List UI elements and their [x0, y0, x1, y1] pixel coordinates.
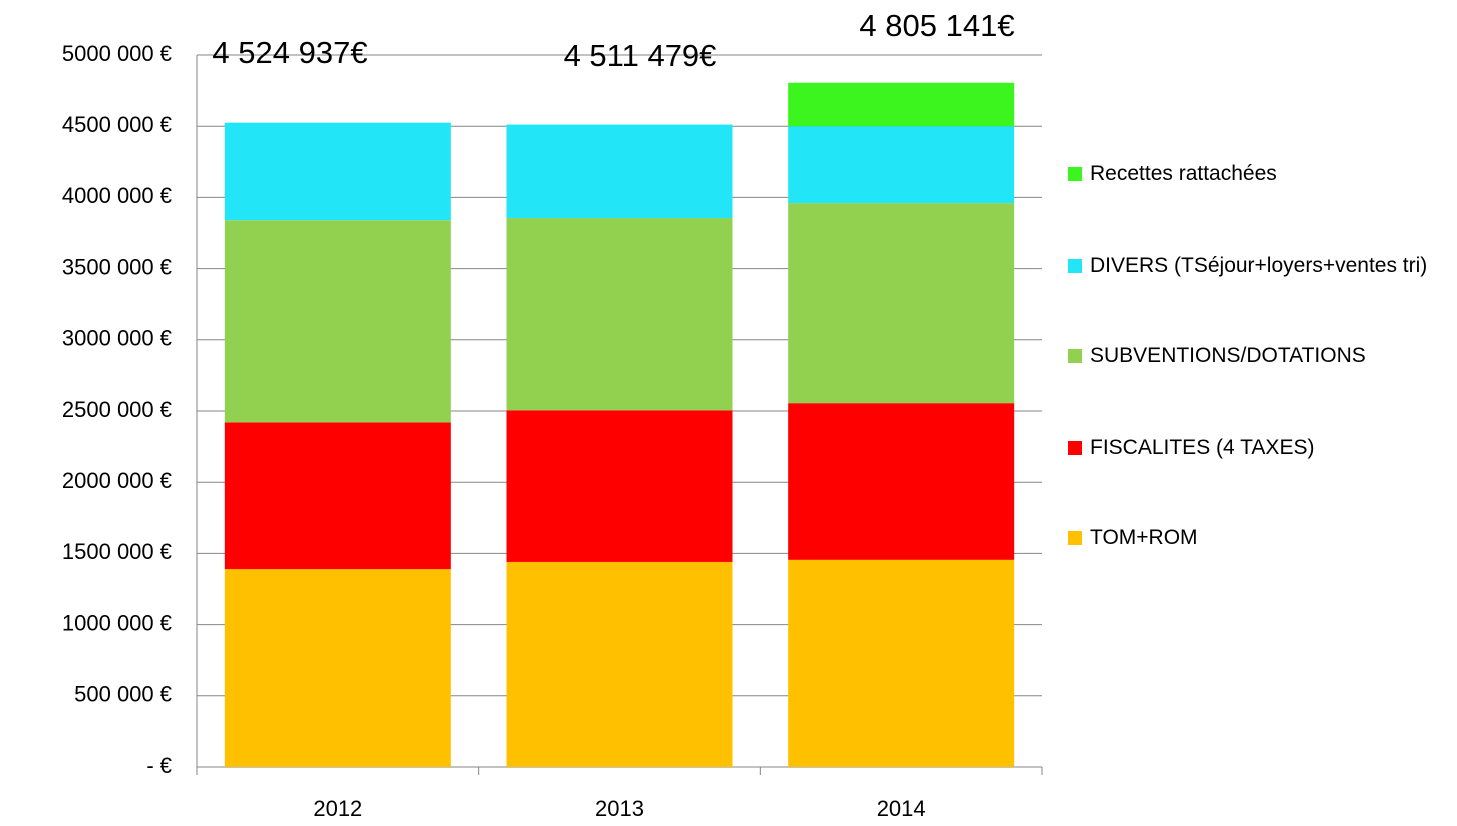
y-tick-label: 500 000 € — [74, 682, 172, 707]
y-tick-label: 1000 000 € — [62, 610, 172, 635]
total-label: 4 511 479€ — [564, 38, 717, 73]
bar-segment — [224, 569, 451, 767]
y-tick-label: 2000 000 € — [62, 468, 172, 493]
bar-segment — [224, 220, 451, 423]
bar-segment — [788, 82, 1015, 127]
legend-swatch — [1068, 441, 1082, 455]
legend-label: DIVERS (TSéjour+loyers+ventes tri) — [1090, 254, 1428, 277]
y-tick-label: 3500 000 € — [62, 254, 172, 279]
legend-item: Recettes rattachées — [1068, 155, 1438, 192]
legend-swatch — [1068, 531, 1082, 545]
bar-segment — [788, 126, 1015, 204]
bar-segment — [224, 422, 451, 570]
legend-swatch — [1068, 167, 1082, 181]
x-tick-label: 2013 — [595, 796, 644, 821]
y-tick-label: 1500 000 € — [62, 539, 172, 564]
legend-swatch — [1068, 349, 1082, 363]
bar-segment — [506, 124, 733, 219]
total-label: 4 805 141€ — [859, 8, 1014, 43]
legend-item: SUBVENTIONS/DOTATIONS — [1068, 337, 1438, 374]
legend-item: TOM+ROM — [1068, 519, 1438, 556]
legend-label: TOM+ROM — [1090, 526, 1198, 549]
bar-segment — [788, 403, 1015, 560]
y-tick-label: 2500 000 € — [62, 397, 172, 422]
total-label: 4 524 937€ — [212, 35, 367, 70]
bar-segment — [224, 122, 451, 221]
x-tick-label: 2012 — [313, 796, 362, 821]
legend-item: FISCALITES (4 TAXES) — [1068, 429, 1438, 466]
bar-segment — [788, 559, 1015, 767]
legend-label: SUBVENTIONS/DOTATIONS — [1090, 344, 1366, 367]
bar-segment — [506, 561, 733, 767]
bar-segment — [788, 203, 1015, 404]
x-tick-label: 2014 — [877, 796, 926, 821]
legend-label: FISCALITES (4 TAXES) — [1090, 436, 1315, 459]
bar-segment — [506, 410, 733, 562]
y-tick-label: 5000 000 € — [62, 41, 172, 66]
y-tick-label: 3000 000 € — [62, 326, 172, 351]
y-tick-label: 4500 000 € — [62, 112, 172, 137]
y-tick-label: - € — [146, 753, 172, 778]
bar-segment — [506, 218, 733, 411]
legend-item: DIVERS (TSéjour+loyers+ventes tri) — [1068, 247, 1438, 284]
legend-swatch — [1068, 259, 1082, 273]
legend-label: Recettes rattachées — [1090, 162, 1277, 185]
y-tick-label: 4000 000 € — [62, 183, 172, 208]
